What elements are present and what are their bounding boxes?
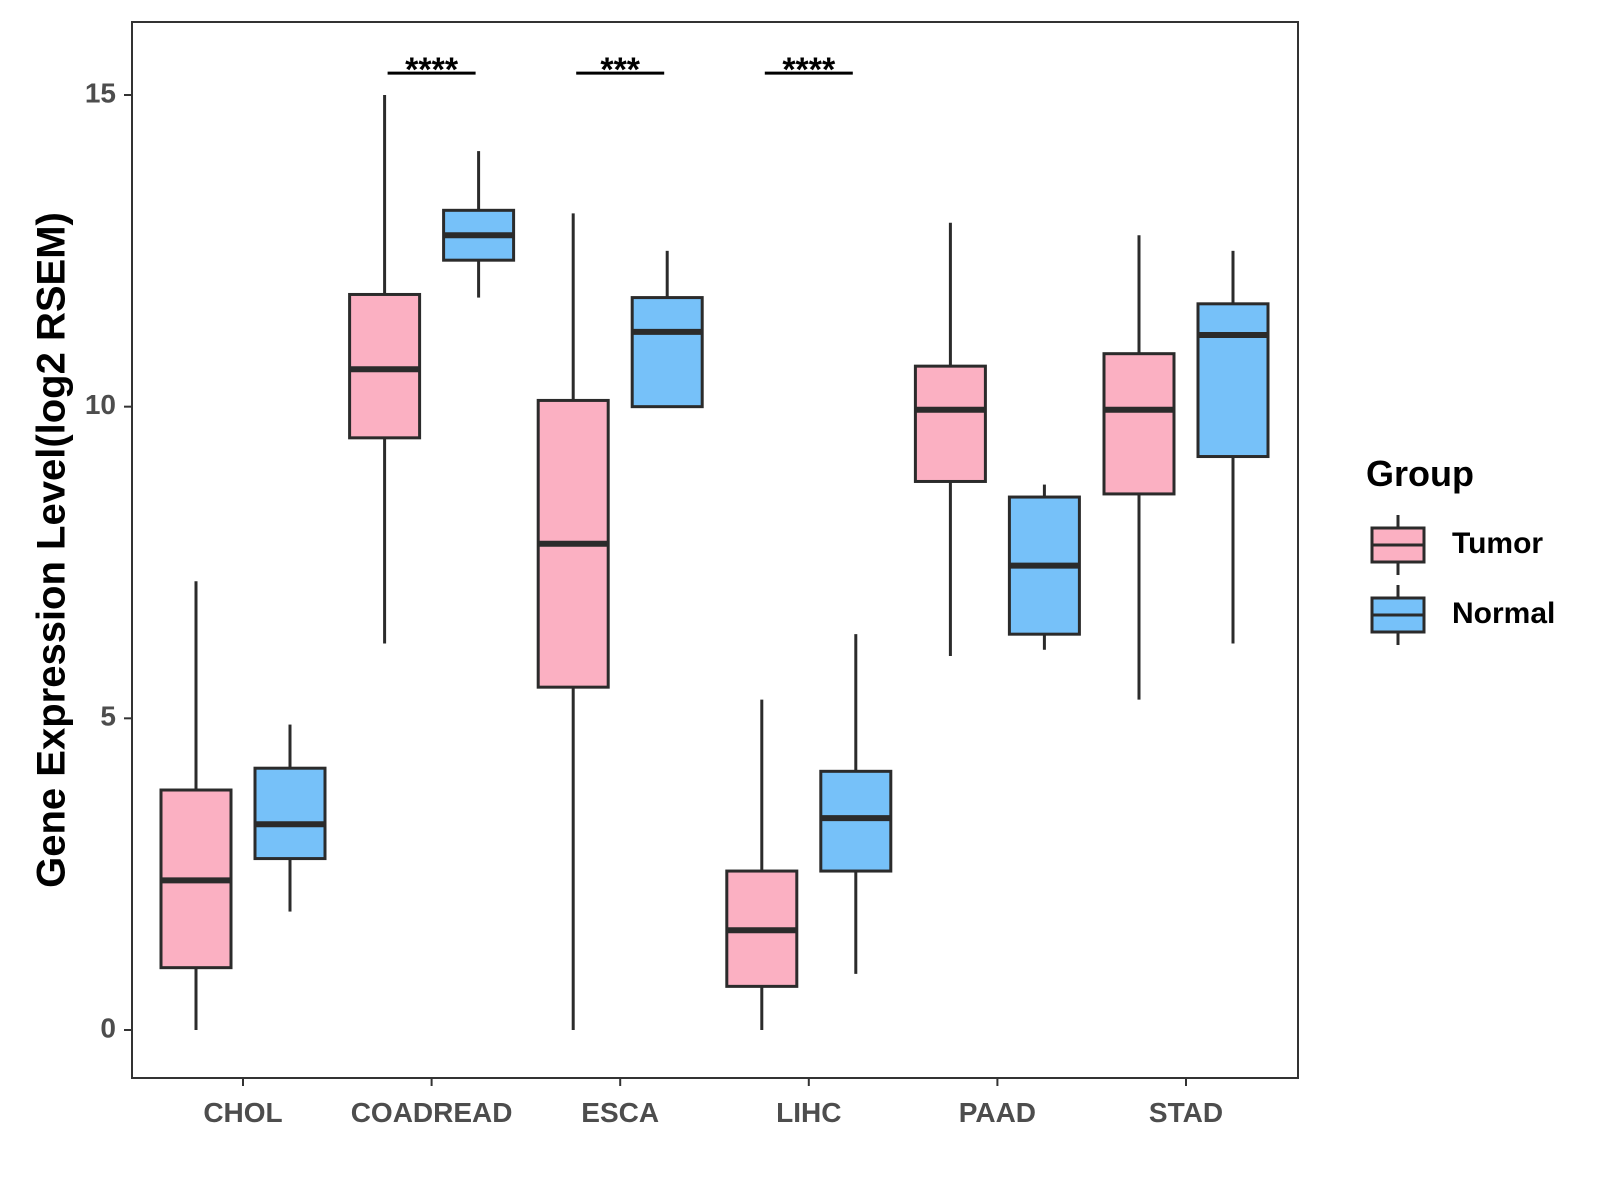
iqr-box (1196, 302, 1270, 459)
legend-label-normal: Normal (1452, 597, 1555, 630)
box-lihc-normal (819, 634, 893, 974)
plot-panel (131, 21, 1299, 1079)
iqr-box (630, 296, 704, 409)
y-tick-label: 0 (100, 1012, 116, 1043)
y-tick-label: 10 (85, 389, 116, 420)
iqr-box (1102, 352, 1176, 496)
y-tick-label: 5 (100, 701, 116, 732)
boxes-layer (159, 95, 1270, 1030)
box-coadread-tumor (348, 95, 422, 644)
legend-key-tumor (1370, 515, 1426, 575)
iqr-box (913, 364, 987, 483)
box-esca-normal (630, 250, 704, 409)
box-lihc-tumor (725, 699, 799, 1030)
x-tick-label-lihc: LIHC (776, 1097, 841, 1128)
box-chol-tumor (159, 581, 233, 1030)
x-tick-label-paad: PAAD (959, 1097, 1036, 1128)
significance-label: **** (405, 51, 459, 89)
legend: Group Tumor Normal (1366, 453, 1555, 645)
iqr-box (253, 766, 327, 861)
significance-lihc: **** (764, 51, 853, 89)
x-tick-label-chol: CHOL (203, 1097, 282, 1128)
box-stad-normal (1196, 250, 1270, 644)
significance-coadread: **** (387, 51, 476, 89)
x-tick-label-stad: STAD (1149, 1097, 1223, 1128)
box-stad-tumor (1102, 235, 1176, 700)
box-esca-tumor (536, 213, 610, 1030)
iqr-box (819, 769, 893, 873)
x-tick-label-esca: ESCA (581, 1097, 659, 1128)
x-tick-label-coadread: COADREAD (351, 1097, 513, 1128)
significance-esca: *** (576, 51, 665, 89)
legend-title: Group (1366, 453, 1474, 494)
legend-key-normal (1370, 585, 1426, 645)
significance-annotations: **** *** **** (387, 51, 853, 89)
significance-label: **** (782, 51, 836, 89)
legend-label-tumor: Tumor (1452, 527, 1543, 560)
box-paad-normal (1007, 484, 1081, 650)
box-chol-normal (253, 724, 327, 912)
y-axis-title: Gene Expression Level(log2 RSEM) (30, 212, 74, 888)
box-coadread-normal (442, 151, 516, 298)
y-tick-label: 15 (85, 77, 116, 108)
iqr-box (348, 292, 422, 440)
box-paad-tumor (913, 222, 987, 656)
x-axis: CHOL COADREAD ESCA LIHC PAAD STAD (203, 1078, 1223, 1128)
significance-label: *** (600, 51, 640, 89)
y-axis: 0 5 10 15 (85, 77, 132, 1043)
